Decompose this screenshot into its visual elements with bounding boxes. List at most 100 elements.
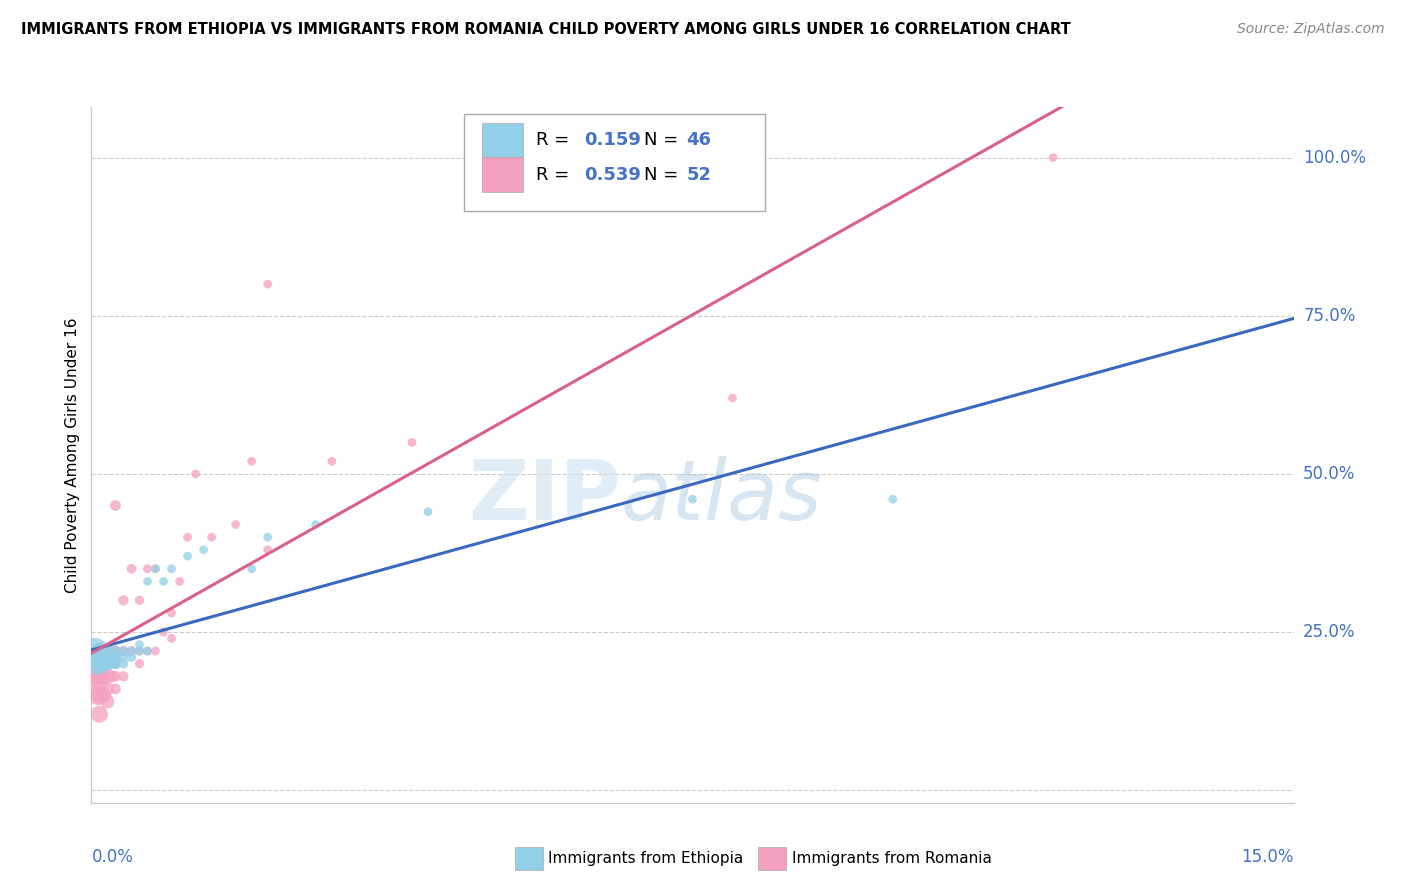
Text: IMMIGRANTS FROM ETHIOPIA VS IMMIGRANTS FROM ROMANIA CHILD POVERTY AMONG GIRLS UN: IMMIGRANTS FROM ETHIOPIA VS IMMIGRANTS F… bbox=[21, 22, 1071, 37]
Text: 15.0%: 15.0% bbox=[1241, 848, 1294, 866]
Point bbox=[96, 657, 118, 671]
Point bbox=[136, 644, 159, 658]
Point bbox=[112, 657, 135, 671]
Text: 52: 52 bbox=[686, 166, 711, 184]
Point bbox=[128, 644, 150, 658]
Point bbox=[193, 542, 215, 557]
Point bbox=[89, 657, 111, 671]
Point bbox=[321, 454, 343, 468]
Text: 25.0%: 25.0% bbox=[1303, 623, 1355, 641]
Point bbox=[104, 657, 127, 671]
Point bbox=[104, 644, 127, 658]
Point bbox=[121, 644, 143, 658]
Point bbox=[160, 606, 183, 620]
Point bbox=[721, 391, 744, 405]
FancyBboxPatch shape bbox=[482, 123, 523, 157]
Point bbox=[96, 657, 118, 671]
Point bbox=[87, 688, 110, 702]
Text: N =: N = bbox=[644, 131, 685, 149]
Point bbox=[104, 657, 127, 671]
Point bbox=[89, 657, 111, 671]
FancyBboxPatch shape bbox=[482, 158, 523, 192]
Point bbox=[96, 669, 118, 683]
Point bbox=[96, 681, 118, 696]
Point bbox=[401, 435, 423, 450]
Point bbox=[96, 657, 118, 671]
Point bbox=[84, 669, 107, 683]
Point bbox=[169, 574, 191, 589]
Text: Source: ZipAtlas.com: Source: ZipAtlas.com bbox=[1237, 22, 1385, 37]
Point bbox=[152, 574, 174, 589]
Text: R =: R = bbox=[536, 166, 575, 184]
Point bbox=[240, 562, 263, 576]
Point bbox=[225, 517, 247, 532]
Text: 0.159: 0.159 bbox=[585, 131, 641, 149]
Point bbox=[96, 657, 118, 671]
Y-axis label: Child Poverty Among Girls Under 16: Child Poverty Among Girls Under 16 bbox=[65, 318, 80, 592]
Point bbox=[136, 562, 159, 576]
Point bbox=[136, 574, 159, 589]
Point bbox=[681, 492, 703, 507]
Point bbox=[112, 644, 135, 658]
Point bbox=[100, 650, 122, 665]
Point bbox=[104, 499, 127, 513]
Point bbox=[256, 277, 278, 292]
Point bbox=[1042, 151, 1064, 165]
Point bbox=[93, 657, 115, 671]
Point bbox=[98, 657, 121, 671]
Point bbox=[104, 650, 127, 665]
Point bbox=[104, 657, 127, 671]
Point bbox=[104, 657, 127, 671]
Point bbox=[96, 644, 118, 658]
Point bbox=[121, 562, 143, 576]
Point bbox=[93, 644, 115, 658]
Point bbox=[128, 657, 150, 671]
Point bbox=[104, 681, 127, 696]
Point bbox=[112, 650, 135, 665]
Point bbox=[94, 657, 117, 671]
Point bbox=[240, 454, 263, 468]
Point bbox=[136, 644, 159, 658]
Point bbox=[121, 650, 143, 665]
Point bbox=[145, 562, 167, 576]
Point bbox=[83, 657, 105, 671]
Text: 0.539: 0.539 bbox=[585, 166, 641, 184]
Point bbox=[98, 657, 121, 671]
Point bbox=[89, 669, 111, 683]
Point bbox=[256, 530, 278, 544]
Text: atlas: atlas bbox=[620, 456, 823, 537]
Point bbox=[104, 644, 127, 658]
Point bbox=[104, 650, 127, 665]
Text: 100.0%: 100.0% bbox=[1303, 149, 1367, 167]
Point bbox=[416, 505, 439, 519]
Point bbox=[89, 644, 111, 658]
Text: Immigrants from Romania: Immigrants from Romania bbox=[792, 851, 991, 865]
Point bbox=[93, 657, 115, 671]
Text: Immigrants from Ethiopia: Immigrants from Ethiopia bbox=[548, 851, 744, 865]
Point bbox=[176, 530, 198, 544]
Point bbox=[184, 467, 207, 481]
Point bbox=[90, 657, 112, 671]
Point bbox=[145, 644, 167, 658]
Text: ZIP: ZIP bbox=[468, 456, 620, 537]
Text: N =: N = bbox=[644, 166, 685, 184]
Point bbox=[256, 542, 278, 557]
Point bbox=[89, 650, 111, 665]
Point bbox=[104, 644, 127, 658]
Point bbox=[305, 517, 328, 532]
Point bbox=[96, 695, 118, 709]
Point bbox=[145, 562, 167, 576]
Point bbox=[201, 530, 224, 544]
Point bbox=[104, 669, 127, 683]
Point bbox=[104, 657, 127, 671]
Point bbox=[89, 657, 111, 671]
Point bbox=[160, 632, 183, 646]
Point bbox=[84, 644, 107, 658]
Point bbox=[96, 650, 118, 665]
Point bbox=[128, 644, 150, 658]
Point bbox=[93, 688, 115, 702]
Point bbox=[89, 707, 111, 722]
Text: R =: R = bbox=[536, 131, 575, 149]
Point bbox=[160, 562, 183, 576]
FancyBboxPatch shape bbox=[464, 114, 765, 211]
